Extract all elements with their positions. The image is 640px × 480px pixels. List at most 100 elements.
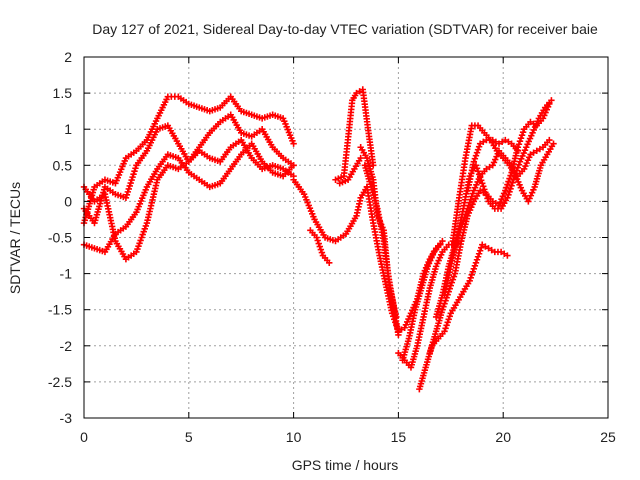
data-point: [476, 174, 484, 181]
data-point: [122, 194, 130, 201]
series-18: [464, 136, 522, 194]
data-point: [439, 237, 446, 245]
data-point: [469, 190, 477, 197]
data-point: [475, 143, 483, 150]
y-tick-label: -2: [60, 338, 73, 354]
data-point: [473, 256, 481, 263]
data-point: [124, 188, 132, 196]
data-point: [481, 186, 488, 193]
data-point: [508, 182, 515, 189]
data-point: [443, 322, 450, 329]
data-point: [505, 178, 512, 185]
data-point: [506, 188, 513, 195]
data-point: [516, 138, 524, 145]
data-point: [441, 328, 448, 335]
data-point: [475, 250, 483, 257]
data-point: [472, 152, 480, 159]
x-axis-title: GPS time / hours: [292, 457, 399, 473]
y-tick-labels: -3 -2.5 -2 -1.5 -1 -0.5 0 0.5 1 1.5 2: [48, 49, 72, 426]
data-point: [449, 276, 457, 283]
x-tick-label: 0: [80, 429, 88, 445]
data-point: [389, 313, 397, 320]
data-point: [467, 274, 474, 282]
y-tick-label: 0.5: [53, 157, 73, 173]
data-point: [450, 273, 458, 280]
data-point: [502, 187, 509, 194]
data-point: [129, 173, 136, 181]
data-point: [447, 282, 454, 289]
x-tick-label: 15: [391, 429, 407, 445]
data-point: [484, 195, 491, 202]
series-0: [80, 93, 297, 227]
data-series: [80, 86, 557, 393]
data-point: [468, 193, 475, 200]
data-point: [504, 181, 511, 188]
data-point: [479, 180, 486, 187]
data-point: [474, 168, 482, 175]
series-7: [336, 154, 364, 187]
data-point: [472, 259, 480, 266]
data-point: [505, 191, 512, 198]
data-point: [439, 306, 446, 313]
data-point: [480, 183, 487, 190]
data-point: [514, 147, 522, 155]
series-6: [332, 86, 377, 183]
data-point: [128, 176, 135, 184]
data-point: [123, 191, 131, 199]
y-tick-label: -3: [60, 410, 73, 426]
data-point: [391, 316, 398, 323]
data-point: [476, 247, 484, 254]
data-point: [474, 253, 482, 260]
data-point: [469, 268, 477, 275]
y-tick-label: -1.5: [48, 302, 72, 318]
data-point: [445, 316, 452, 323]
data-point: [448, 279, 456, 286]
data-point: [132, 165, 139, 172]
data-point: [470, 265, 478, 272]
data-point: [466, 277, 473, 285]
chart-title: Day 127 of 2021, Sidereal Day-to-day VTE…: [92, 21, 598, 37]
x-tick-label: 20: [495, 429, 511, 445]
data-point: [316, 243, 323, 250]
y-axis-title: SDTVAR / TECUs: [7, 182, 23, 294]
data-point: [326, 259, 333, 266]
y-tick-label: 1: [64, 121, 72, 137]
data-point: [290, 140, 297, 147]
y-tick-label: -2.5: [48, 374, 72, 390]
data-point: [518, 132, 526, 139]
data-point: [442, 325, 449, 332]
data-point: [467, 196, 474, 203]
data-point: [477, 244, 485, 251]
data-point: [392, 319, 399, 326]
axis-ticks: [83, 56, 609, 419]
data-point: [515, 161, 523, 168]
y-tick-label: 1.5: [53, 85, 73, 101]
data-point: [506, 175, 513, 182]
series-15: [432, 136, 553, 321]
data-point: [471, 155, 479, 162]
data-point: [315, 240, 322, 247]
data-point: [477, 177, 485, 184]
data-point: [131, 168, 138, 175]
data-point: [313, 234, 320, 241]
grid: [84, 57, 608, 418]
data-point: [446, 313, 453, 320]
data-point: [504, 252, 511, 259]
data-point: [483, 192, 490, 199]
y-tick-label: -1: [60, 266, 73, 282]
data-point: [126, 182, 133, 190]
y-tick-label: -0.5: [48, 230, 72, 246]
data-point: [504, 194, 511, 201]
data-point: [482, 189, 489, 196]
data-point: [468, 271, 475, 279]
data-point: [446, 285, 453, 292]
series-3: [80, 140, 297, 256]
series-12: [399, 241, 444, 364]
data-point: [517, 135, 525, 142]
data-point: [394, 325, 401, 332]
series-5: [307, 227, 333, 266]
data-point: [130, 170, 137, 178]
data-point: [437, 241, 444, 248]
series-4: [290, 176, 371, 245]
